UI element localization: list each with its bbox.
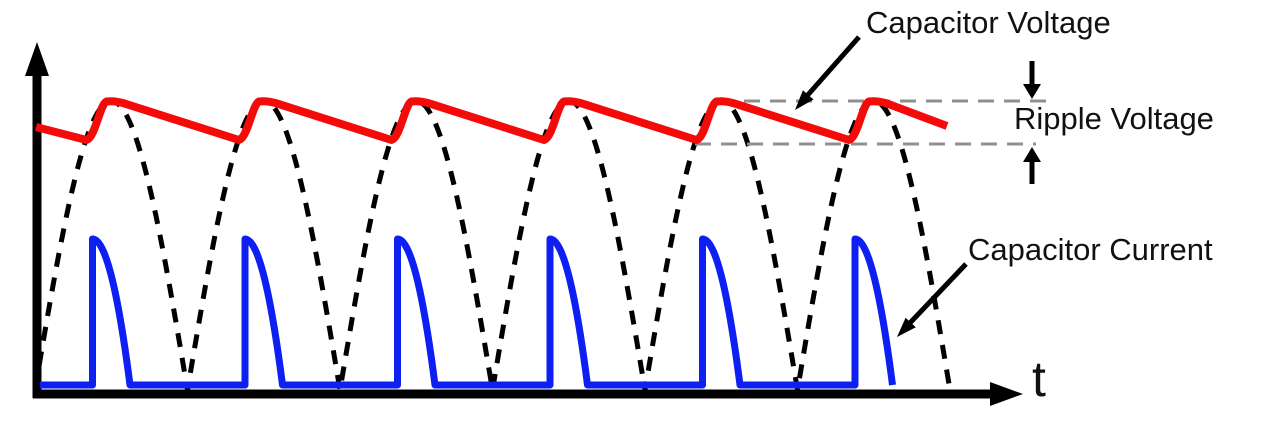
capacitor-voltage-arrow-icon (795, 90, 814, 110)
capacitor-current-curve (40, 235, 896, 389)
capacitor-voltage-label: Capacitor Voltage (866, 5, 1111, 40)
capacitor-voltage-curve (35, 97, 949, 144)
ripple-down-arrow-icon (1023, 84, 1041, 99)
time-axis-label: t (1032, 351, 1046, 407)
axes (25, 42, 1023, 406)
ripple-up-arrow-icon (1023, 147, 1041, 162)
capacitor-current-arrow-icon (897, 317, 916, 337)
ripple-voltage-label: Ripple Voltage (1014, 101, 1214, 136)
ripple-arrows (1023, 61, 1041, 184)
capacitor-current-arrow-shaft (906, 262, 968, 327)
annotation-arrows (795, 35, 968, 337)
x-axis-arrowhead-icon (990, 382, 1023, 406)
capacitor-voltage-arrow-shaft (804, 35, 861, 99)
capacitor-current-label: Capacitor Current (968, 232, 1213, 267)
y-axis-arrowhead-icon (25, 42, 49, 76)
